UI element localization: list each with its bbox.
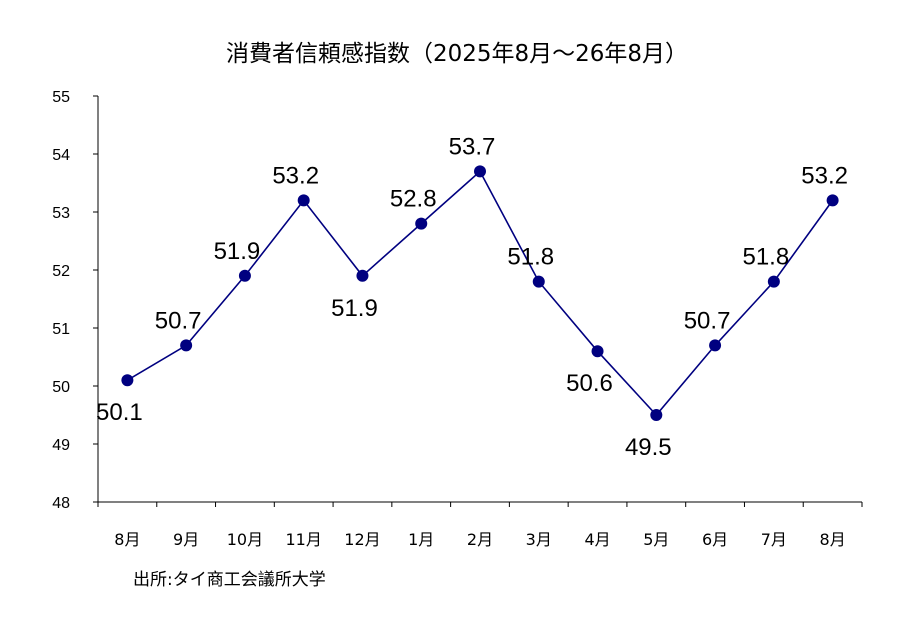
y-tick-label: 50 (52, 379, 70, 396)
x-category-label: 6月 (702, 530, 728, 549)
data-label: 49.5 (625, 434, 672, 461)
data-point (826, 194, 839, 207)
chart-title: 消費者信頼感指数（2025年8月～26年8月） (225, 41, 689, 67)
x-category-label: 8月 (114, 530, 140, 549)
y-tick-label: 51 (52, 321, 70, 338)
data-point (356, 269, 369, 282)
data-point (709, 339, 722, 352)
data-point (415, 217, 428, 230)
data-point (121, 374, 134, 387)
y-tick-label: 52 (52, 263, 70, 280)
y-tick-label: 49 (52, 437, 70, 454)
source-note: 出所:タイ商工会議所大学 (133, 570, 326, 590)
data-point (180, 339, 193, 352)
x-category-label: 7月 (761, 530, 787, 549)
data-label: 51.8 (742, 244, 789, 271)
x-category-label: 3月 (526, 530, 552, 549)
x-category-label: 5月 (643, 530, 669, 549)
x-category-label: 8月 (820, 530, 846, 549)
data-point (474, 165, 486, 178)
data-point (532, 275, 545, 288)
data-label: 53.2 (801, 162, 848, 189)
x-category-label: 2月 (467, 530, 493, 549)
x-category-label: 12月 (344, 530, 380, 549)
data-point (591, 345, 604, 358)
x-category-label: 9月 (173, 530, 199, 549)
data-label: 50.6 (566, 370, 613, 397)
y-tick-label: 53 (52, 205, 70, 222)
data-point (650, 409, 663, 421)
data-label: 50.1 (96, 399, 143, 426)
x-category-label: 11月 (286, 530, 322, 549)
x-category-label: 10月 (227, 530, 263, 549)
series-line (126, 170, 834, 417)
y-tick-label: 48 (52, 495, 70, 512)
data-label: 53.2 (272, 162, 319, 189)
x-category-label: 1月 (408, 530, 434, 549)
data-label: 50.7 (155, 307, 202, 334)
data-label: 53.7 (449, 133, 496, 160)
data-point (767, 275, 780, 288)
y-tick-label: 55 (52, 89, 70, 106)
x-category-label: 4月 (584, 530, 610, 549)
data-label: 52.8 (390, 186, 437, 213)
data-label: 51.9 (331, 295, 378, 322)
data-label: 51.8 (507, 244, 554, 271)
y-tick-label: 54 (52, 147, 70, 164)
data-point (297, 194, 310, 207)
data-label: 50.7 (684, 307, 731, 334)
data-point (238, 269, 251, 282)
data-label: 51.9 (214, 238, 261, 265)
